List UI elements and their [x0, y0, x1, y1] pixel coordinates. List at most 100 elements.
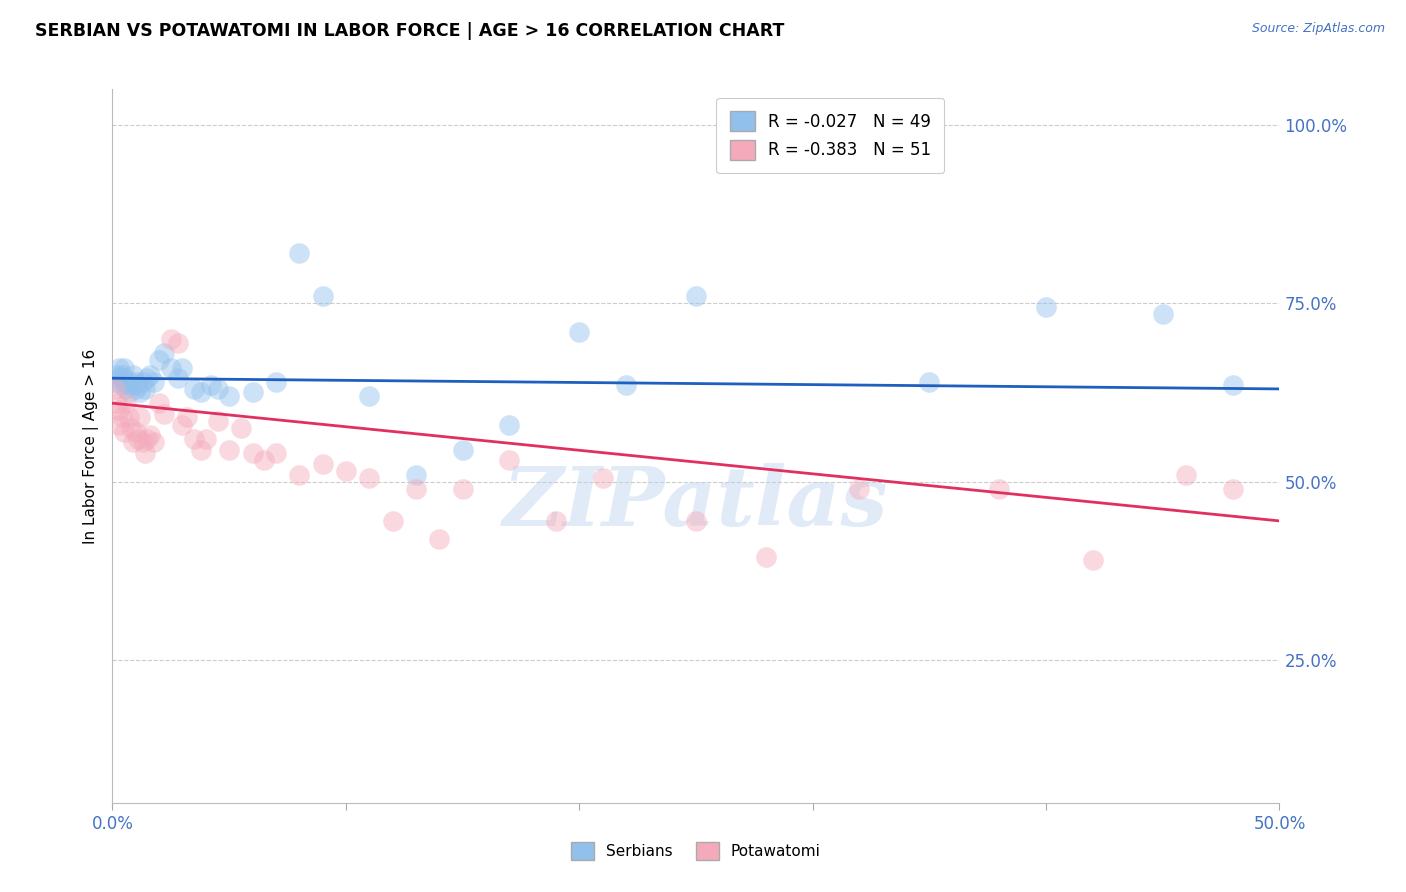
- Point: [359, 471, 381, 485]
- Point: [288, 467, 311, 482]
- Point: [1222, 482, 1244, 496]
- Point: [288, 246, 311, 260]
- Point: [132, 375, 155, 389]
- Point: [918, 375, 941, 389]
- Point: [218, 442, 240, 457]
- Point: [104, 382, 127, 396]
- Point: [136, 432, 159, 446]
- Point: [105, 396, 128, 410]
- Point: [755, 549, 778, 564]
- Point: [118, 410, 141, 425]
- Text: ZIPatlas: ZIPatlas: [503, 463, 889, 543]
- Point: [136, 371, 159, 385]
- Point: [172, 360, 194, 375]
- Point: [108, 403, 131, 417]
- Point: [112, 425, 135, 439]
- Point: [218, 389, 240, 403]
- Point: [120, 375, 142, 389]
- Point: [134, 446, 156, 460]
- Legend: Serbians, Potawatomi: Serbians, Potawatomi: [565, 836, 827, 866]
- Point: [172, 417, 194, 432]
- Point: [1175, 467, 1198, 482]
- Point: [143, 435, 166, 450]
- Point: [242, 385, 264, 400]
- Point: [122, 435, 145, 450]
- Point: [127, 378, 149, 392]
- Point: [153, 346, 176, 360]
- Point: [755, 132, 778, 146]
- Point: [118, 385, 141, 400]
- Point: [498, 453, 520, 467]
- Point: [311, 289, 333, 303]
- Point: [1152, 307, 1174, 321]
- Point: [264, 375, 287, 389]
- Point: [242, 446, 264, 460]
- Point: [190, 442, 212, 457]
- Point: [1035, 300, 1057, 314]
- Y-axis label: In Labor Force | Age > 16: In Labor Force | Age > 16: [83, 349, 98, 543]
- Point: [311, 457, 333, 471]
- Point: [112, 371, 135, 385]
- Point: [115, 375, 138, 389]
- Point: [129, 410, 152, 425]
- Point: [148, 396, 170, 410]
- Point: [498, 417, 520, 432]
- Point: [848, 482, 870, 496]
- Point: [125, 425, 148, 439]
- Point: [451, 482, 474, 496]
- Point: [104, 375, 127, 389]
- Point: [122, 368, 145, 382]
- Point: [592, 471, 614, 485]
- Point: [207, 414, 229, 428]
- Point: [125, 382, 148, 396]
- Point: [427, 532, 450, 546]
- Point: [118, 378, 141, 392]
- Point: [139, 428, 162, 442]
- Point: [544, 514, 567, 528]
- Point: [381, 514, 404, 528]
- Point: [1081, 553, 1104, 567]
- Point: [160, 360, 183, 375]
- Point: [153, 407, 176, 421]
- Point: [132, 435, 155, 450]
- Point: [166, 335, 188, 350]
- Point: [335, 464, 357, 478]
- Point: [253, 453, 276, 467]
- Point: [134, 382, 156, 396]
- Point: [125, 375, 148, 389]
- Point: [120, 421, 142, 435]
- Point: [139, 368, 162, 382]
- Point: [405, 482, 427, 496]
- Text: SERBIAN VS POTAWATOMI IN LABOR FORCE | AGE > 16 CORRELATION CHART: SERBIAN VS POTAWATOMI IN LABOR FORCE | A…: [35, 22, 785, 40]
- Point: [405, 467, 427, 482]
- Point: [108, 371, 131, 385]
- Point: [568, 325, 591, 339]
- Point: [176, 410, 198, 425]
- Point: [229, 421, 252, 435]
- Text: Source: ZipAtlas.com: Source: ZipAtlas.com: [1251, 22, 1385, 36]
- Point: [190, 385, 212, 400]
- Point: [115, 396, 138, 410]
- Point: [112, 360, 135, 375]
- Point: [111, 368, 134, 382]
- Point: [451, 442, 474, 457]
- Point: [988, 482, 1011, 496]
- Point: [685, 514, 707, 528]
- Point: [148, 353, 170, 368]
- Point: [160, 332, 183, 346]
- Point: [1222, 378, 1244, 392]
- Point: [183, 432, 205, 446]
- Point: [264, 446, 287, 460]
- Point: [108, 417, 131, 432]
- Point: [108, 360, 131, 375]
- Point: [359, 389, 381, 403]
- Point: [143, 375, 166, 389]
- Point: [111, 378, 134, 392]
- Point: [183, 382, 205, 396]
- Point: [105, 368, 128, 382]
- Point: [129, 385, 152, 400]
- Point: [115, 382, 138, 396]
- Point: [166, 371, 188, 385]
- Point: [614, 378, 637, 392]
- Point: [127, 432, 149, 446]
